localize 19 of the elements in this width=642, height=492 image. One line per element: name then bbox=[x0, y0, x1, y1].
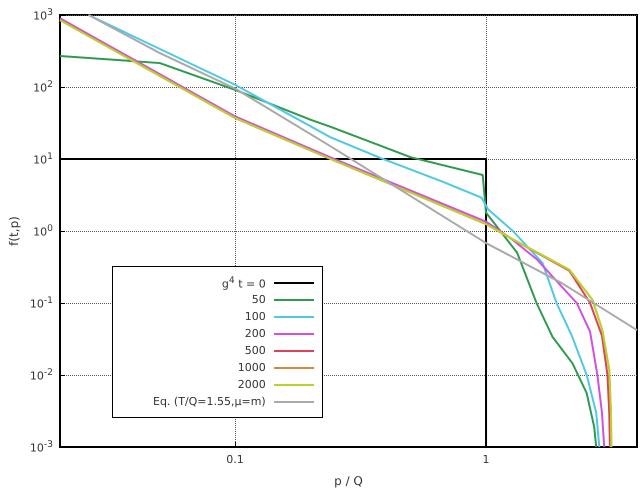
legend-label: 2000 bbox=[238, 378, 266, 391]
legend-label: 200 bbox=[244, 327, 266, 340]
legend-label: Eq. (T/Q=1.55,μ=m) bbox=[153, 395, 266, 408]
y-tick-label: 10$^{0}$ bbox=[33, 223, 53, 239]
x-tick-label: 0.1 bbox=[226, 453, 244, 466]
y-tick-label: 10$^{1}$ bbox=[33, 151, 53, 167]
y-tick-label: 10$^{-3}$ bbox=[30, 439, 53, 455]
legend-label: 50 bbox=[252, 293, 266, 306]
y-tick-label: 10$^{2}$ bbox=[33, 79, 53, 95]
legend-label: 1000 bbox=[238, 361, 266, 374]
y-axis-title: f(t,p) bbox=[7, 216, 21, 246]
y-tick-label: 10$^{-1}$ bbox=[30, 295, 53, 311]
legend-label: g$^{4}$ t = 0 bbox=[222, 274, 266, 290]
x-axis-title: p / Q bbox=[334, 474, 363, 488]
legend-label: 100 bbox=[244, 310, 266, 323]
y-tick-label: 10$^{-2}$ bbox=[30, 367, 53, 383]
y-tick-label: 10$^{3}$ bbox=[33, 7, 53, 23]
x-tick-label: 1 bbox=[482, 453, 490, 466]
legend-label: 500 bbox=[244, 344, 266, 357]
